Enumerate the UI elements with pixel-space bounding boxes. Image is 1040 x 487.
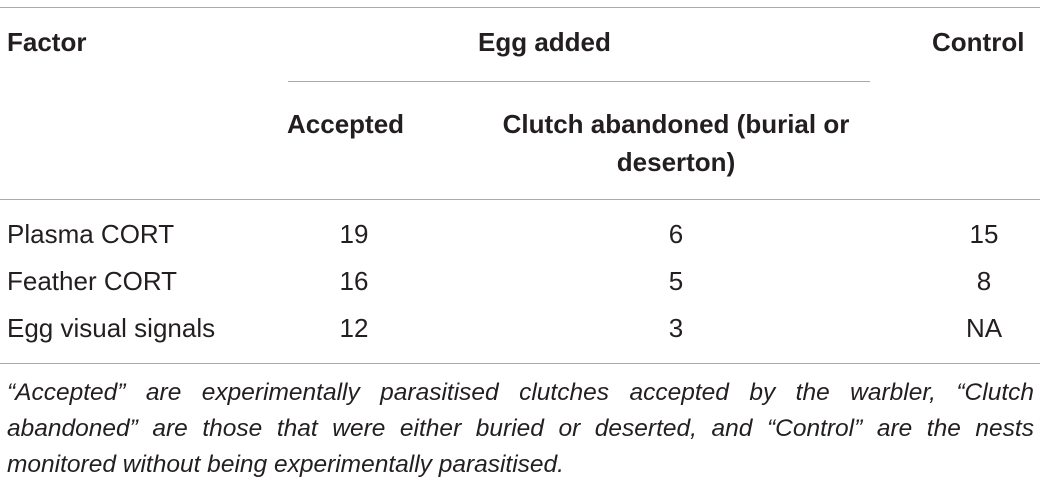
table-footnote: “Accepted” are experimentally parasitise… — [7, 379, 1034, 478]
column-header-factor: Factor — [7, 27, 87, 57]
column-header-clutch-abandoned: Clutch abandoned (burial or deserton) — [502, 109, 850, 177]
column-header-control: Control — [932, 27, 1025, 57]
header-bottom-rule — [0, 199, 1040, 200]
table-cell-abandoned: 6 — [668, 219, 684, 249]
table-cell-accepted: 12 — [339, 313, 369, 343]
table-cell-accepted: 19 — [339, 219, 369, 249]
table-cell-control: NA — [965, 313, 1003, 343]
row-label-feather-cort: Feather CORT — [7, 266, 178, 296]
table-cell-control: 15 — [969, 219, 999, 249]
table-cell-abandoned: 5 — [668, 266, 684, 296]
column-group-header-egg-added: Egg added — [478, 27, 611, 57]
table-cell-control: 8 — [976, 266, 992, 296]
column-header-accepted: Accepted — [287, 109, 405, 139]
table-cell-accepted: 16 — [339, 266, 369, 296]
egg-added-span-rule — [288, 81, 870, 82]
table-top-rule — [0, 7, 1040, 8]
table-bottom-rule — [0, 363, 1040, 364]
row-label-egg-visual-signals: Egg visual signals — [7, 313, 216, 343]
table-cell-abandoned: 3 — [668, 313, 684, 343]
row-label-plasma-cort: Plasma CORT — [7, 219, 175, 249]
